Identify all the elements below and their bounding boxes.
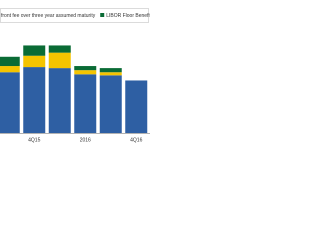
bar-segment: [74, 74, 97, 133]
legend-box: [0, 8, 149, 23]
bar-segment: [125, 80, 148, 133]
legend-label: front fee over three year assumed maturi…: [1, 13, 96, 19]
bar-segment: [0, 56, 20, 67]
bar-segment: [23, 45, 46, 56]
legend-label: LIBOR Floor Benefit: [106, 13, 150, 19]
bar-segment: [23, 67, 46, 133]
bar-segment: [99, 68, 122, 73]
bar-segment: [48, 52, 71, 69]
bar-segment: [99, 72, 122, 76]
bar-segment: [48, 45, 71, 53]
chart: front fee over three year assumed maturi…: [0, 8, 150, 143]
bar-segment: [74, 66, 97, 71]
bar-segment: [23, 55, 46, 68]
bar-segment: [74, 70, 97, 75]
bar-segment: [0, 72, 20, 133]
x-tick-label: 4Q15: [28, 137, 40, 143]
x-tick-label: 2016: [80, 137, 91, 143]
x-tick-label: 4Q16: [130, 137, 142, 143]
bar-segment: [48, 68, 71, 133]
bar-segment: [0, 66, 20, 73]
bar-segment: [99, 75, 122, 133]
legend-swatch: [100, 13, 105, 17]
